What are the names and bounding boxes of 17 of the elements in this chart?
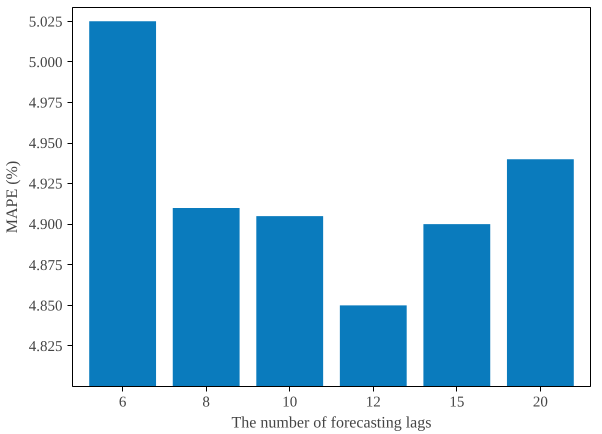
x-tick-label: 12 — [366, 394, 381, 410]
y-tick-label: 4.850 — [28, 298, 62, 314]
x-tick-label: 10 — [282, 394, 298, 410]
y-tick-label: 4.925 — [28, 176, 62, 193]
y-tick-label: 5.025 — [28, 14, 62, 30]
x-tick-label: 20 — [532, 394, 548, 410]
y-tick-label: 4.875 — [28, 258, 62, 274]
y-tick-label: 4.900 — [28, 217, 62, 234]
x-tick-label: 15 — [449, 394, 464, 410]
x-tick-label: 6 — [118, 394, 127, 410]
y-tick-label: 4.950 — [28, 136, 62, 152]
x-axis-title: The number of forecasting lags — [232, 414, 432, 432]
y-tick-label: 4.975 — [28, 95, 62, 112]
y-tick-label: 4.825 — [28, 338, 62, 355]
y-tick-label: 5.000 — [28, 54, 62, 71]
x-tick-label: 8 — [202, 394, 210, 410]
y-axis-title: MAPE (%) — [4, 160, 21, 234]
